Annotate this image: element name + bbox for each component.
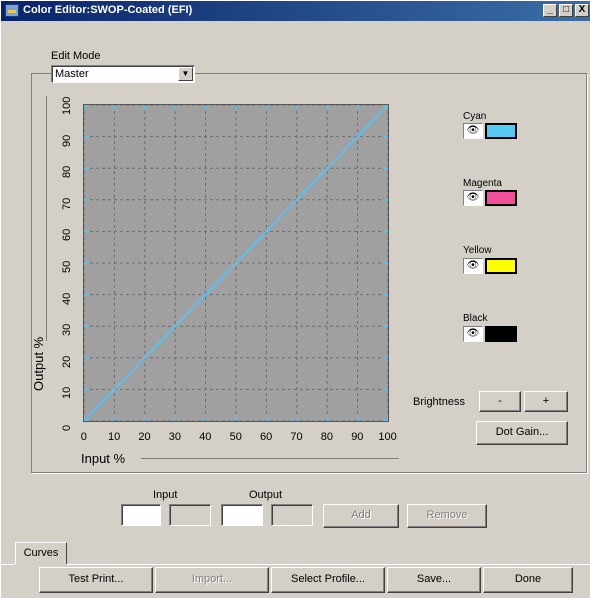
app-icon: [5, 4, 19, 17]
y-tick-label: 50: [61, 260, 73, 273]
output-label: Output: [249, 489, 283, 501]
eye-icon[interactable]: 👁: [463, 258, 483, 274]
x-tick-label: 60: [260, 431, 273, 443]
input-point-field[interactable]: [121, 504, 161, 526]
dot-gain-button[interactable]: Dot Gain...: [476, 421, 568, 445]
add-point-button[interactable]: Add: [323, 504, 399, 528]
import-button[interactable]: Import...: [155, 567, 269, 593]
done-button[interactable]: Done: [483, 567, 573, 593]
curve-groupbox: [31, 73, 587, 473]
x-axis-title-line: [141, 458, 399, 459]
magenta-label: Magenta: [463, 178, 502, 189]
test-print-button[interactable]: Test Print...: [39, 567, 153, 593]
y-axis-title: Output %: [31, 336, 46, 391]
cyan-swatch[interactable]: [485, 123, 517, 139]
edit-mode-value: Master: [55, 68, 89, 80]
edit-mode-label: Edit Mode: [51, 50, 101, 62]
eye-icon[interactable]: 👁: [463, 190, 483, 206]
x-tick-label: 70: [290, 431, 303, 443]
x-tick-label: 0: [80, 431, 87, 443]
x-tick-label: 80: [320, 431, 334, 443]
black-label: Black: [463, 313, 488, 324]
x-tick-label: 40: [199, 431, 212, 443]
eye-icon[interactable]: 👁: [463, 123, 483, 139]
close-button[interactable]: X: [575, 4, 589, 17]
black-swatch[interactable]: [485, 326, 517, 342]
brightness-label: Brightness: [413, 396, 465, 408]
remove-point-button[interactable]: Remove: [407, 504, 487, 528]
y-tick-label: 100: [61, 96, 73, 115]
cyan-label: Cyan: [463, 111, 487, 122]
save-button[interactable]: Save...: [387, 567, 481, 593]
y-tick-label: 0: [61, 424, 73, 431]
curve-plot-svg: [81, 102, 391, 424]
x-tick-label: 100: [378, 431, 397, 443]
y-tick-label: 10: [61, 387, 73, 400]
chevron-down-icon[interactable]: ▼: [178, 67, 193, 81]
title-bar[interactable]: Color Editor:SWOP-Coated (EFI) _ □ X: [1, 1, 590, 21]
master-curve-line[interactable]: [83, 104, 389, 422]
yellow-label: Yellow: [463, 245, 492, 256]
input-label: Input: [153, 489, 178, 501]
y-axis-title-line: [46, 96, 47, 341]
y-tick-label: 40: [61, 292, 73, 305]
y-tick-label: 60: [61, 229, 73, 242]
x-tick-label: 30: [168, 431, 182, 443]
y-tick-label: 80: [61, 165, 73, 179]
x-tick-label: 90: [351, 431, 364, 443]
y-tick-label: 90: [61, 134, 73, 147]
maximize-button[interactable]: □: [559, 4, 573, 17]
y-tick-label: 30: [61, 323, 73, 337]
window-title: Color Editor:SWOP-Coated (EFI): [23, 4, 193, 16]
y-tick-label: 70: [61, 197, 73, 210]
output-secondary-field: [271, 504, 313, 526]
yellow-swatch[interactable]: [485, 258, 517, 274]
x-tick-label: 50: [229, 431, 242, 443]
magenta-swatch[interactable]: [485, 190, 517, 206]
tab-curves[interactable]: Curves: [15, 542, 67, 564]
eye-icon[interactable]: 👁: [463, 326, 483, 342]
x-tick-label: 20: [138, 431, 151, 443]
select-profile-button[interactable]: Select Profile...: [271, 567, 385, 593]
x-axis-title: Input %: [81, 451, 126, 466]
curve-plot[interactable]: [81, 102, 391, 424]
input-secondary-field: [169, 504, 211, 526]
y-tick-label: 20: [61, 355, 73, 368]
tab-strip-left: [1, 564, 15, 565]
x-tick-label: 10: [108, 431, 121, 443]
minimize-button[interactable]: _: [543, 4, 557, 17]
output-point-field[interactable]: [221, 504, 263, 526]
tab-strip-right: [67, 564, 590, 565]
edit-mode-select[interactable]: Master ▼: [51, 65, 195, 83]
brightness-decrease-button[interactable]: -: [479, 391, 521, 412]
brightness-increase-button[interactable]: +: [524, 391, 568, 412]
